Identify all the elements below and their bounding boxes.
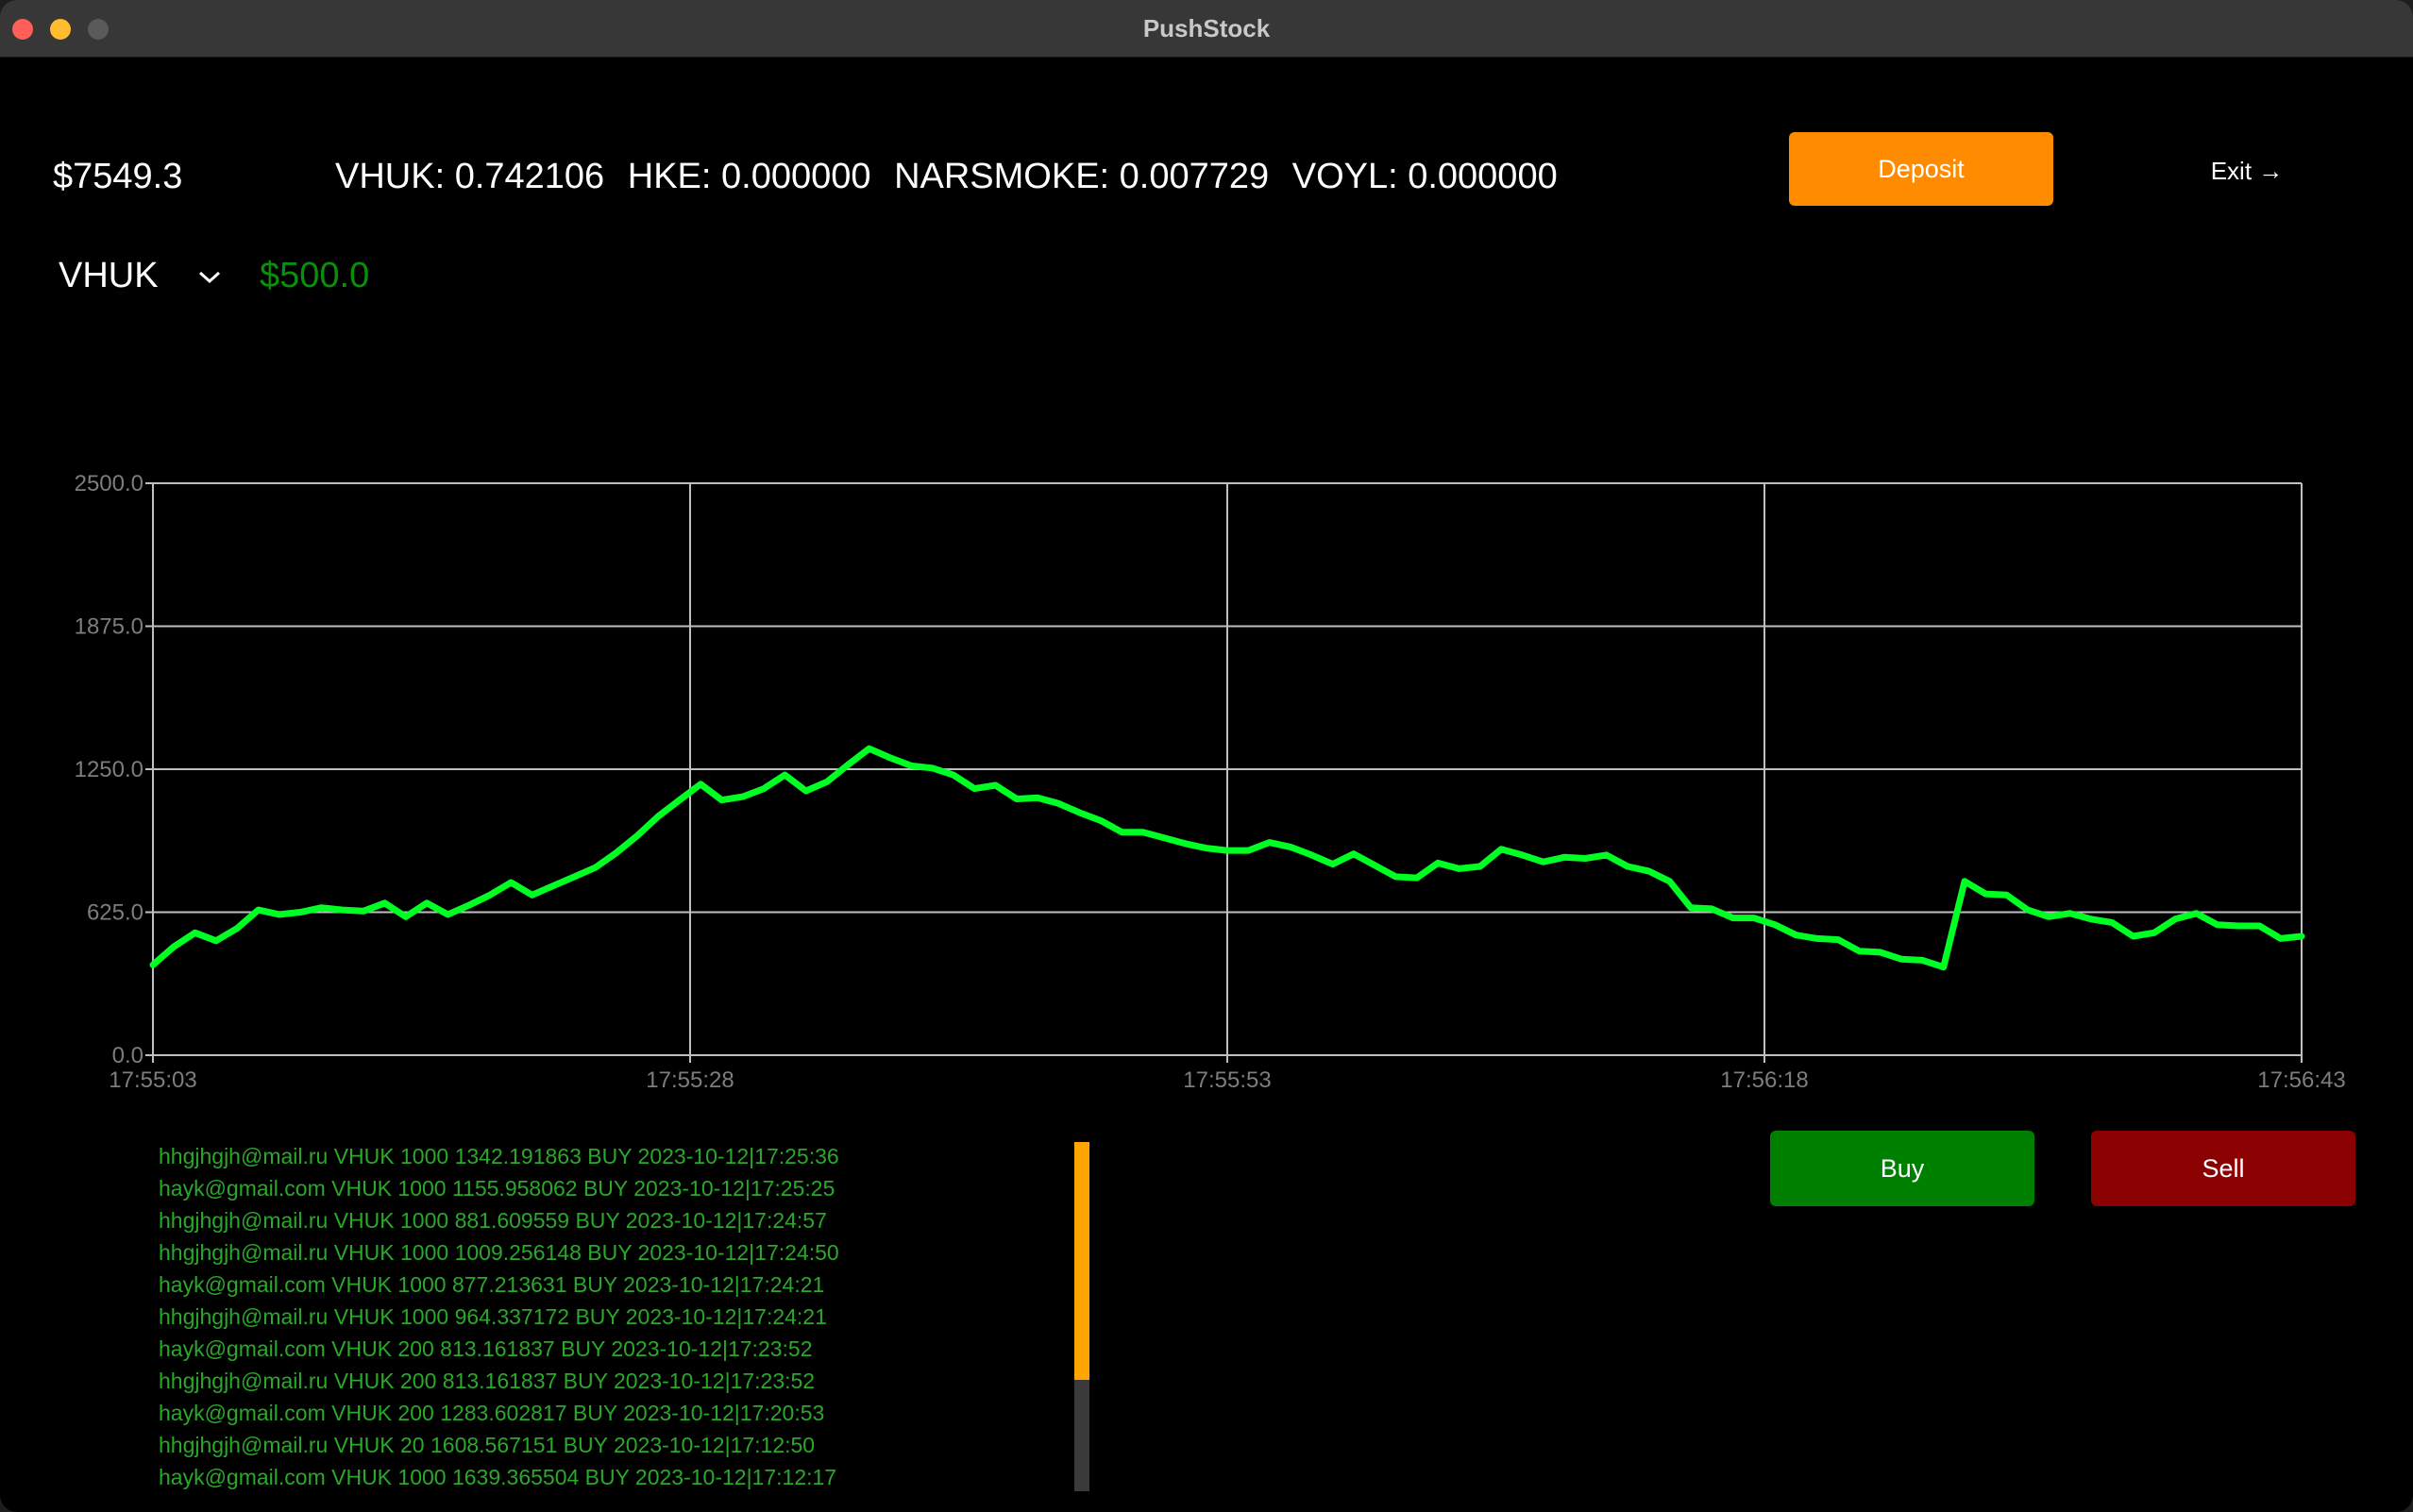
x-tick-label: 17:56:43 bbox=[2257, 1067, 2345, 1093]
stock-dropdown[interactable]: VHUK bbox=[59, 247, 228, 304]
trade-log-row: hhgjhgjh@mail.ru VHUK 1000 1009.256148 B… bbox=[159, 1240, 839, 1265]
y-tick-label: 2500.0 bbox=[75, 471, 143, 496]
y-tick-label: 625.0 bbox=[87, 900, 143, 926]
y-tick-label: 1250.0 bbox=[75, 757, 143, 782]
holdings-summary: VHUK: 0.742106 HKE: 0.000000 NARSMOKE: 0… bbox=[335, 157, 1571, 197]
trade-log-scroll-thumb[interactable] bbox=[1074, 1142, 1089, 1380]
window-title: PushStock bbox=[1142, 14, 1271, 42]
trade-log-row: hayk@gmail.com VHUK 200 1283.602817 BUY … bbox=[159, 1401, 825, 1425]
balance-display: $7549.3 bbox=[53, 157, 183, 196]
sell-button[interactable]: Sell bbox=[2091, 1131, 2355, 1206]
x-tick-label: 17:55:28 bbox=[646, 1067, 734, 1093]
trade-log-row: hayk@gmail.com VHUK 1000 877.213631 BUY … bbox=[159, 1272, 825, 1297]
price-series-line bbox=[149, 745, 2305, 971]
price-chart: 0.0 625.0 1250.0 1875.0 2500.0 17:55:03 17:55:… bbox=[75, 471, 2346, 1093]
trade-log-row: hhgjhgjh@mail.ru VHUK 20 1608.567151 BUY… bbox=[159, 1433, 816, 1457]
trade-log-row: hhgjhgjh@mail.ru VHUK 1000 1342.191863 B… bbox=[159, 1144, 839, 1168]
trade-log-row: hayk@gmail.com VHUK 1000 1639.365504 BUY… bbox=[159, 1465, 837, 1489]
trade-log-scrollbar[interactable] bbox=[1074, 1142, 1089, 1491]
trade-log-row: hhgjhgjh@mail.ru VHUK 1000 964.337172 BU… bbox=[159, 1304, 827, 1329]
trade-log-row: hhgjhgjh@mail.ru VHUK 1000 881.609559 BU… bbox=[159, 1208, 827, 1233]
buy-button[interactable]: Buy bbox=[1770, 1131, 2034, 1206]
trade-log-row: hayk@gmail.com VHUK 1000 1155.958062 BUY… bbox=[159, 1176, 835, 1201]
exit-button[interactable]: Exit → bbox=[2210, 157, 2284, 185]
maximize-window-button[interactable] bbox=[88, 19, 109, 40]
chevron-down-icon bbox=[198, 271, 221, 284]
y-tick-label: 1875.0 bbox=[75, 614, 143, 640]
title-bar: PushStock bbox=[0, 0, 2413, 58]
holding-voyl: VOYL: 0.000000 bbox=[1291, 157, 1558, 196]
trade-log-row: hhgjhgjh@mail.ru VHUK 200 813.161837 BUY… bbox=[159, 1369, 816, 1393]
x-tick-label: 17:55:53 bbox=[1183, 1067, 1271, 1093]
x-tick-label: 17:55:03 bbox=[109, 1067, 196, 1093]
holding-hke: HKE: 0.000000 bbox=[627, 157, 871, 196]
trade-log: hhgjhgjh@mail.ru VHUK 1000 1342.191863 B… bbox=[159, 1140, 1065, 1493]
stock-dropdown-value: VHUK bbox=[59, 256, 159, 295]
y-tick-label: 0.0 bbox=[112, 1043, 143, 1068]
holding-vhuk: VHUK: 0.742106 bbox=[335, 157, 605, 196]
holding-narsmoke: NARSMOKE: 0.007729 bbox=[894, 157, 1270, 196]
trade-log-row: hayk@gmail.com VHUK 200 813.161837 BUY 2… bbox=[159, 1336, 813, 1361]
minimize-window-button[interactable] bbox=[50, 19, 71, 40]
deposit-button[interactable]: Deposit bbox=[1789, 132, 2053, 206]
current-price: $500.0 bbox=[260, 256, 370, 295]
close-window-button[interactable] bbox=[12, 19, 33, 40]
x-tick-label: 17:56:18 bbox=[1720, 1067, 1808, 1093]
